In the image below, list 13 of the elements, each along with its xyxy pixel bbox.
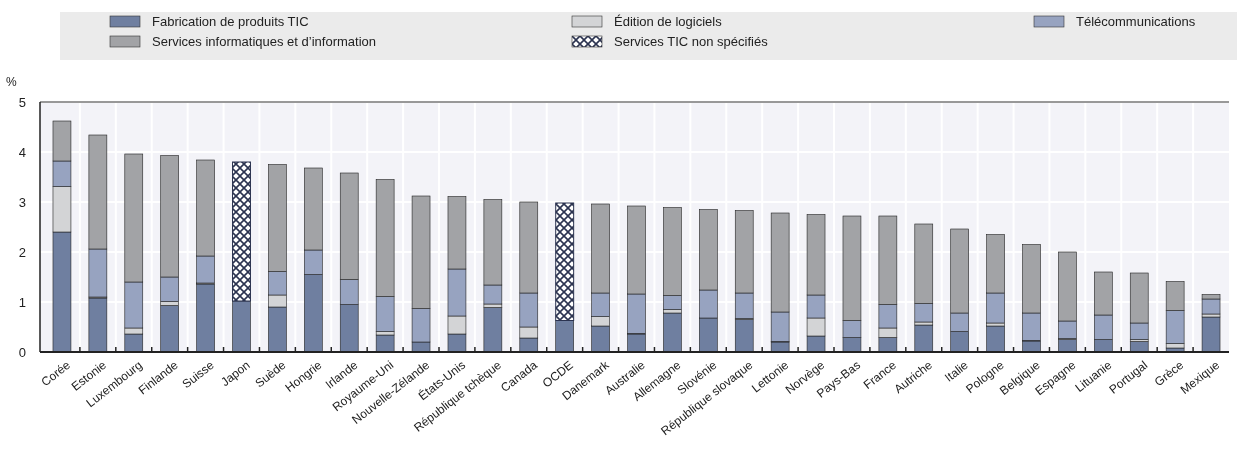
y-tick-label: 1 [18, 294, 26, 310]
y-tick-label: 3 [18, 194, 26, 210]
y-axis-title: % [6, 75, 17, 89]
y-tick-label: 4 [18, 144, 26, 160]
legend-label: Télécommunications [1076, 14, 1196, 29]
legend-label: Fabrication de produits TIC [152, 14, 309, 29]
legend-label: Services TIC non spécifiés [614, 34, 769, 49]
x-tick-label: Italie [942, 357, 971, 385]
legend-label: Services informatiques et d’information [152, 34, 376, 49]
y-tick-label: 5 [18, 94, 26, 110]
y-tick-label: 2 [18, 244, 26, 260]
y-tick-label: 0 [18, 344, 26, 360]
legend-label: Édition de logiciels [614, 14, 723, 29]
